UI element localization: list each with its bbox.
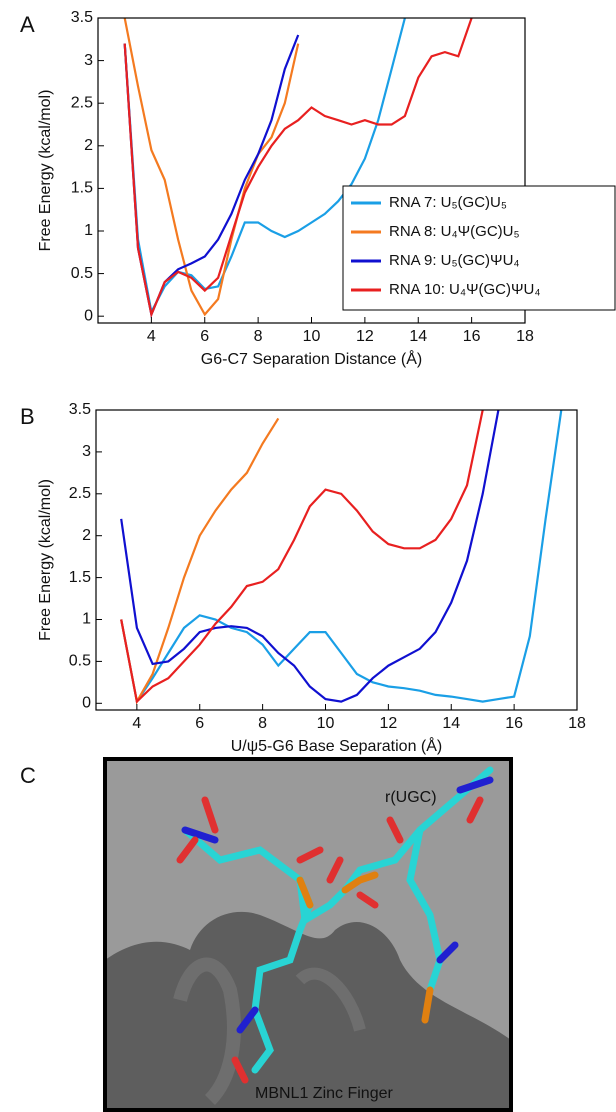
y-tick-label: 1.5: [71, 180, 93, 197]
x-tick-label: 16: [463, 328, 481, 345]
chart: 0 0.5 1 1.5 2 2.5 3 3.5 4 6 8 10 12 14 16 18 G6-C7 Separ…: [20, 9, 616, 368]
x-tick-label: 10: [303, 328, 321, 345]
legend-label: RNA 8: U₄Ψ(GC)U₅: [389, 223, 520, 240]
series-line: [123, 18, 473, 319]
y-tick-label: 2: [84, 137, 93, 154]
legend-label: RNA 10: U₄Ψ(GC)ΨU₄: [389, 281, 541, 298]
x-tick-label: 12: [356, 328, 374, 345]
series-line: [120, 410, 484, 704]
y-axis-label: Free Energy (kcal/mol): [37, 90, 54, 252]
y-tick-label: 3: [84, 52, 93, 69]
x-tick-label: 6: [195, 715, 204, 732]
panel-label: C: [20, 763, 36, 788]
plot-frame: [95, 409, 578, 711]
x-tick-label: 4: [147, 328, 156, 345]
y-tick-label: 3.5: [71, 9, 93, 26]
y-tick-label: 2.5: [69, 485, 91, 502]
y-tick-label: 0.5: [69, 653, 91, 670]
y-tick-label: 2: [82, 527, 91, 544]
x-tick-label: 4: [132, 715, 141, 732]
y-tick-label: 0: [82, 695, 91, 712]
x-tick-label: 8: [254, 328, 263, 345]
x-tick-label: 6: [200, 328, 209, 345]
y-tick-label: 0.5: [71, 265, 93, 282]
y-tick-label: 1: [84, 222, 93, 239]
panel-label: B: [20, 404, 35, 429]
x-tick-label: 10: [317, 715, 335, 732]
legend-label: RNA 9: U₅(GC)ΨU₄: [389, 252, 520, 269]
y-tick-label: 3: [82, 443, 91, 460]
series-line: [120, 410, 563, 705]
panel-frame: [103, 757, 513, 1112]
series-line: [120, 410, 500, 703]
y-tick-label: 0: [84, 307, 93, 324]
x-tick-label: 8: [258, 715, 267, 732]
molecule-panel: C r(UGC) MBNL1 Zinc Finger: [20, 757, 513, 1112]
x-tick-label: 14: [442, 715, 460, 732]
panel-label: A: [20, 12, 35, 37]
series-line: [123, 18, 406, 316]
legend-label: RNA 7: U₅(GC)U₅: [389, 194, 507, 211]
series-line: [123, 34, 300, 319]
y-tick-label: 3.5: [69, 401, 91, 418]
series-line: [123, 18, 300, 317]
x-tick-label: 18: [568, 715, 586, 732]
y-tick-label: 1: [82, 611, 91, 628]
x-tick-label: 18: [516, 328, 534, 345]
x-axis-label: U/ψ5-G6 Base Separation (Å): [231, 736, 443, 755]
chart: 0 0.5 1 1.5 2 2.5 3 3.5 4 6 8 10 12 14 16 18 U/ψ5-G6 Bas…: [20, 401, 586, 755]
series-line: [120, 417, 280, 705]
x-tick-label: 12: [379, 715, 397, 732]
y-axis-label: Free Energy (kcal/mol): [37, 479, 54, 641]
legend-box: [342, 185, 616, 311]
surface: [105, 759, 511, 1110]
x-tick-label: 14: [409, 328, 427, 345]
y-tick-label: 1.5: [69, 569, 91, 586]
y-tick-label: 2.5: [71, 94, 93, 111]
annotation: r(UGC): [385, 789, 437, 806]
x-tick-label: 16: [505, 715, 523, 732]
annotation: MBNL1 Zinc Finger: [255, 1085, 393, 1102]
x-axis-label: G6-C7 Separation Distance (Å): [201, 349, 422, 368]
